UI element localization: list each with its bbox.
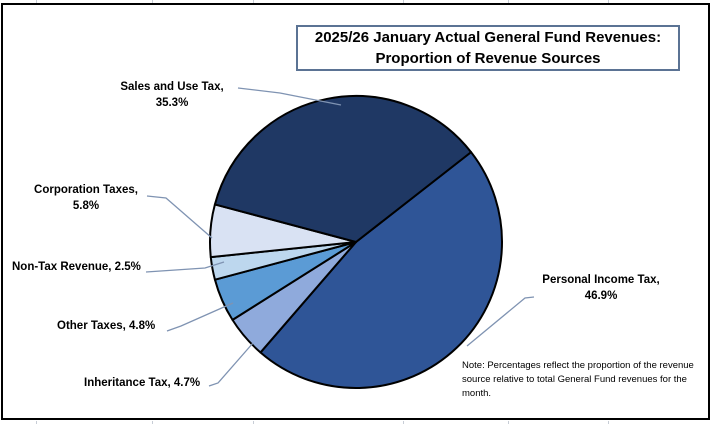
gridline-tick [403, 0, 404, 3]
leader-line-sales [237, 87, 342, 106]
gridline-tick [403, 421, 404, 424]
gridline-tick [36, 0, 37, 3]
gridline-tick [152, 0, 153, 3]
gridline-tick [152, 421, 153, 424]
gridline-tick [253, 421, 254, 424]
leader-line-inheritance [208, 342, 254, 387]
label-personal-income-tax: Personal Income Tax, 46.9% [521, 272, 681, 304]
gridline-tick [253, 0, 254, 3]
pie-slices [209, 95, 503, 389]
leader-line-other [166, 302, 234, 332]
gridline-tick [608, 421, 609, 424]
chart-title-line1: 2025/26 January Actual General Fund Reve… [314, 29, 662, 46]
label-non-tax-revenue: Non-Tax Revenue, 2.5% [12, 261, 141, 273]
leader-line-nontax [145, 261, 225, 273]
label-other-taxes: Other Taxes, 4.8% [57, 320, 156, 332]
chart-title: 2025/26 January Actual General Fund Reve… [296, 25, 680, 71]
label-sales-line2: 35.3% [155, 97, 189, 109]
gridline-tick [508, 0, 509, 3]
pie-slice-personal-income-tax [259, 151, 503, 389]
label-corporation-taxes: Corporation Taxes, 5.8% [16, 182, 156, 214]
gridline-tick [508, 421, 509, 424]
label-personal-line1: Personal Income Tax, [542, 274, 660, 286]
leader-line-personal [466, 296, 535, 347]
label-corporation-line2: 5.8% [72, 200, 100, 212]
label-corporation-line1: Corporation Taxes, [34, 184, 138, 196]
label-sales-and-use-tax: Sales and Use Tax, 35.3% [102, 79, 242, 111]
label-inheritance-tax: Inheritance Tax, 4.7% [84, 377, 201, 389]
chart-title-line2: Proportion of Revenue Sources [375, 50, 601, 67]
gridline-tick [36, 421, 37, 424]
leader-line-corporation [146, 195, 213, 239]
label-personal-line2: 46.9% [584, 290, 618, 302]
gridline-tick [608, 0, 609, 3]
label-sales-line1: Sales and Use Tax, [120, 81, 224, 93]
pie-slice-sales-and-use-tax [213, 95, 473, 243]
chart-footnote: Note: Percentages reflect the proportion… [462, 360, 694, 399]
